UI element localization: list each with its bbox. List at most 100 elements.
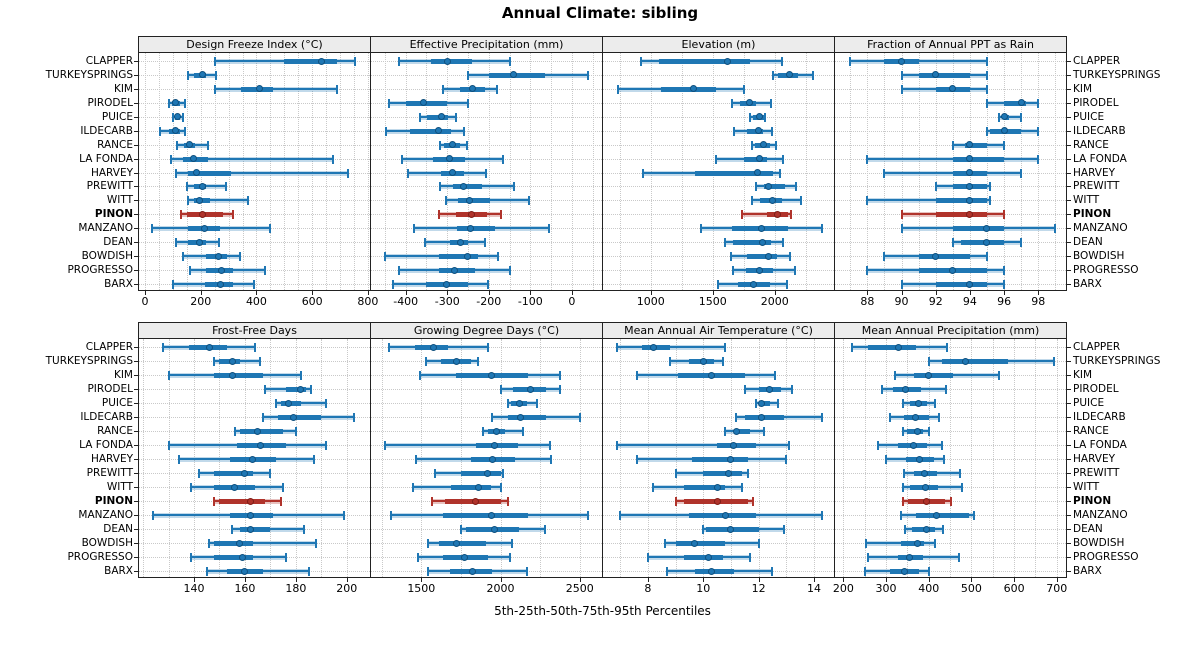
site-label-right-bowdish: BOWDISH (1073, 537, 1125, 549)
row-guide (603, 256, 834, 258)
gridline (992, 339, 994, 577)
x-tick-label: 0 (568, 295, 576, 308)
whisker-cap-low (731, 266, 734, 276)
row-guide (603, 417, 834, 418)
median-dot (443, 57, 451, 65)
median-dot (721, 511, 729, 519)
x-tick (1004, 291, 1006, 295)
row-guide (603, 389, 834, 390)
median-dot (713, 483, 721, 491)
whisker-cap-low (849, 57, 852, 66)
median-dot (241, 567, 249, 575)
gridline (1014, 339, 1016, 577)
y-tick (134, 459, 138, 460)
whisker-cap-low (674, 497, 677, 506)
iqr-box (703, 471, 742, 476)
panel-strip-label: Growing Degree Days (°C) (413, 324, 560, 337)
iqr-box (438, 541, 487, 546)
whisker-cap-low (233, 427, 236, 436)
whisker-cap-low (190, 483, 193, 492)
whisker-cap-high (757, 539, 760, 548)
row-guide (603, 102, 834, 104)
x-tick-label: 500 (960, 582, 982, 595)
median-dot (236, 539, 244, 547)
whisker-cap-high (989, 196, 992, 206)
y-tick (134, 256, 138, 258)
median-dot (255, 85, 263, 93)
whisker-cap-low (190, 553, 193, 562)
whisker-cap-high (940, 441, 943, 450)
x-tick (712, 291, 714, 295)
whisker-cap-high (1037, 154, 1040, 164)
y-tick (1067, 214, 1071, 216)
median-dot (186, 141, 194, 149)
whisker-cap-low (663, 539, 666, 548)
row-guide (835, 389, 1066, 390)
median-dot (510, 71, 518, 79)
whisker-cap-high (508, 57, 511, 66)
x-tick-label: 90 (894, 295, 909, 308)
site-label-right-bowdish: BOWDISH (1073, 250, 1125, 263)
y-tick (134, 361, 138, 362)
whisker-cap-high (307, 567, 310, 576)
whisker-cap-low (883, 252, 886, 262)
site-label-right-dean: DEAN (1073, 523, 1103, 535)
whisker-cap-high (812, 70, 815, 80)
median-dot (284, 399, 292, 407)
x-tick-label: 700 (1046, 582, 1068, 595)
median-dot (749, 280, 757, 288)
site-label-right-puice: PUICE (1073, 110, 1105, 123)
gridline (843, 339, 845, 577)
panel-strip-label: Fraction of Annual PPT as Rain (867, 38, 1034, 51)
gridline (813, 339, 815, 577)
x-tick (530, 291, 532, 295)
whisker-cap-high (771, 567, 774, 576)
whisker-line (617, 346, 726, 348)
median-dot (297, 385, 305, 393)
whisker-cap-high (502, 154, 505, 164)
whisker-cap-low (771, 70, 774, 80)
whisker-cap-low (213, 84, 216, 94)
whisker-cap-high (507, 497, 510, 506)
site-label-left-pinon: PINON (94, 495, 133, 507)
whisker-cap-high (548, 224, 550, 234)
whisker-cap-high (782, 525, 785, 534)
whisker-cap-high (299, 371, 302, 380)
whisker-line (384, 444, 550, 446)
gridline (579, 339, 581, 577)
whisker-line (188, 199, 249, 202)
median-dot (754, 127, 762, 135)
gridline (381, 339, 383, 577)
iqr-box (867, 345, 916, 350)
whisker-cap-high (780, 57, 783, 66)
whisker-cap-low (442, 84, 445, 94)
whisker-cap-high (484, 238, 487, 248)
row-guide (603, 403, 834, 404)
whisker-cap-high (535, 399, 538, 408)
row-guide (139, 256, 370, 258)
panel-strip-label: Effective Precipitation (mm) (409, 38, 564, 51)
site-label-right-progresso: PROGRESSO (1073, 551, 1139, 563)
x-tick (200, 291, 202, 295)
whisker-cap-high (985, 70, 988, 80)
x-tick (928, 578, 930, 582)
whisker-cap-low (640, 57, 643, 66)
whisker-cap-high (528, 196, 531, 206)
whisker-cap-low (850, 343, 853, 352)
y-tick (1067, 172, 1071, 174)
whisker-cap-low (170, 154, 173, 164)
whisker-cap-high (934, 539, 937, 548)
whisker-cap-low (174, 238, 177, 248)
gridline (530, 53, 532, 290)
median-dot (231, 483, 239, 491)
whisker-cap-high (721, 357, 724, 366)
median-dot (318, 57, 326, 65)
x-tick (447, 291, 449, 295)
whisker-cap-high (960, 483, 963, 492)
y-tick (134, 571, 138, 572)
whisker-line (171, 157, 334, 160)
site-label-left-clapper: CLAPPER (85, 341, 133, 353)
site-label-left-barx: BARX (104, 565, 133, 577)
whisker-cap-high (509, 553, 512, 562)
x-tick (813, 578, 815, 582)
